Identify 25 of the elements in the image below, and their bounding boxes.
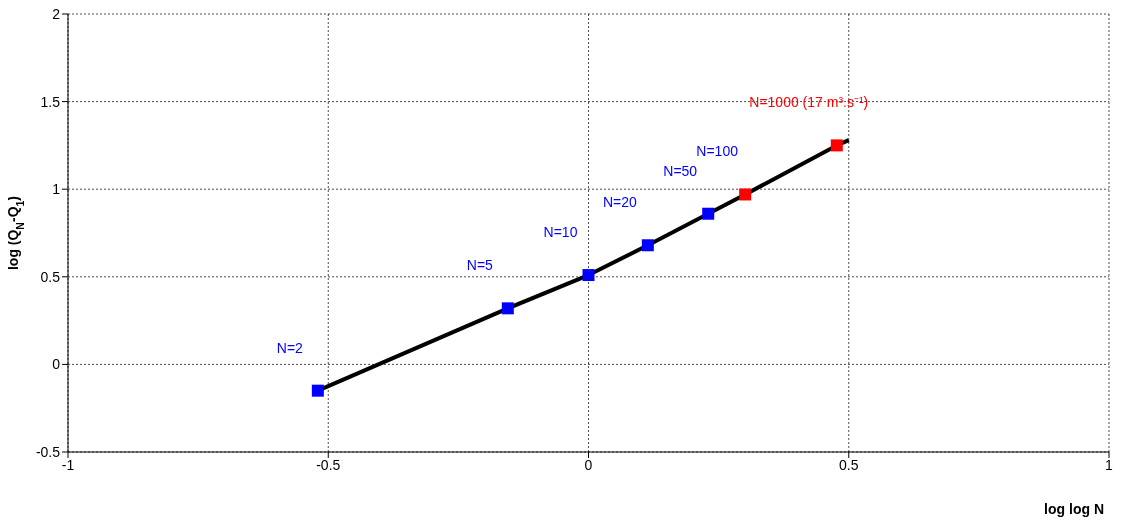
annotation: N=100 [696, 143, 739, 160]
x-tick-label: 0 [584, 456, 593, 473]
point [702, 207, 715, 220]
annotation: N=5 [466, 257, 494, 274]
annotation: N=1000 (17 m³.s⁻¹) [749, 94, 869, 111]
annotation: N=2 [276, 339, 304, 356]
y-tick-label: -0.5 [35, 443, 61, 460]
point [311, 384, 324, 397]
annotation: N=50 [663, 162, 698, 179]
y-tick-label: 0.5 [40, 268, 61, 285]
x-tick-label: -1 [61, 456, 75, 473]
y-tick-label: 1.5 [40, 93, 61, 110]
point [641, 239, 654, 252]
y-tick-label: 0 [52, 356, 61, 373]
point [830, 139, 843, 152]
x-axis-title: log log N [1044, 501, 1104, 517]
point [582, 269, 595, 282]
point [501, 302, 514, 315]
annotation: N=10 [543, 224, 578, 241]
y-tick-label: 2 [52, 5, 61, 22]
x-tick-label: 1 [1105, 456, 1114, 473]
annotation: N=20 [602, 194, 637, 211]
x-tick-label: -0.5 [316, 456, 341, 473]
x-tick-label: 0.5 [839, 456, 859, 473]
y-tick-label: 1 [52, 181, 61, 198]
